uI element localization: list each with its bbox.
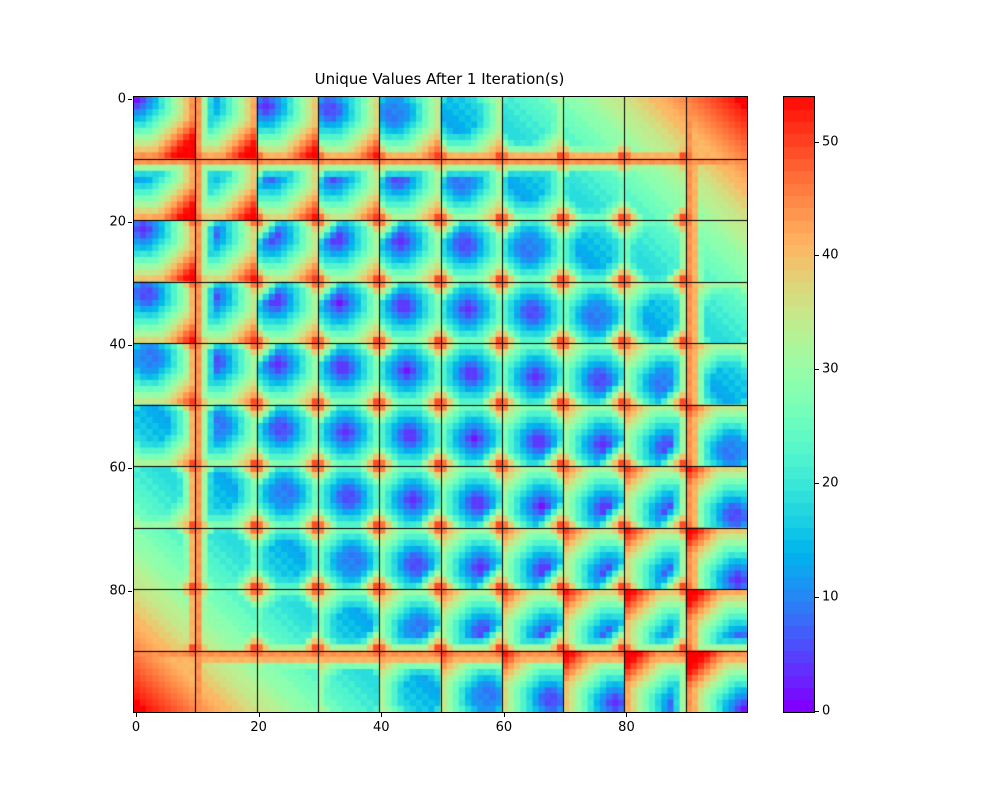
colorbar-tick-label: 50 (822, 134, 839, 150)
y-tick-mark (128, 99, 132, 100)
x-tick-label: 80 (618, 720, 635, 735)
colorbar-tick-mark (815, 369, 819, 370)
colorbar-tick-mark (815, 142, 819, 143)
colorbar-tick-label: 10 (822, 589, 839, 605)
colorbar-tick-mark (815, 483, 819, 484)
y-tick-label: 20 (109, 214, 126, 230)
colorbar-tick-label: 40 (822, 247, 839, 263)
x-tick-mark (504, 713, 505, 717)
colorbar-tick-label: 30 (822, 361, 839, 377)
colorbar-tick-label: 20 (822, 475, 839, 491)
y-tick-label: 0 (117, 91, 126, 107)
colorbar-tick-mark (815, 711, 819, 712)
x-tick-label: 40 (372, 720, 390, 735)
x-tick-mark (381, 713, 382, 717)
colorbar (783, 96, 815, 713)
colorbar-tick-mark (815, 597, 819, 598)
heatmap-plot-area (133, 96, 748, 713)
y-tick-label: 40 (109, 337, 126, 353)
colorbar-tick-label: 0 (822, 703, 831, 719)
y-tick-mark (128, 222, 132, 223)
x-tick-mark (136, 713, 137, 717)
chart-title: Unique Values After 1 Iteration(s) (314, 70, 565, 88)
y-tick-mark (128, 468, 132, 469)
x-tick-mark (626, 713, 627, 717)
x-tick-mark (259, 713, 260, 717)
y-tick-label: 60 (109, 460, 126, 476)
x-tick-label: 0 (131, 720, 141, 735)
colorbar-tick-mark (815, 255, 819, 256)
y-tick-mark (128, 345, 132, 346)
y-tick-mark (128, 591, 132, 592)
heatmap-canvas (134, 97, 747, 712)
y-tick-label: 80 (109, 583, 126, 599)
colorbar-gradient-canvas (784, 97, 814, 712)
x-tick-label: 60 (495, 720, 513, 735)
x-tick-label: 20 (250, 720, 267, 735)
